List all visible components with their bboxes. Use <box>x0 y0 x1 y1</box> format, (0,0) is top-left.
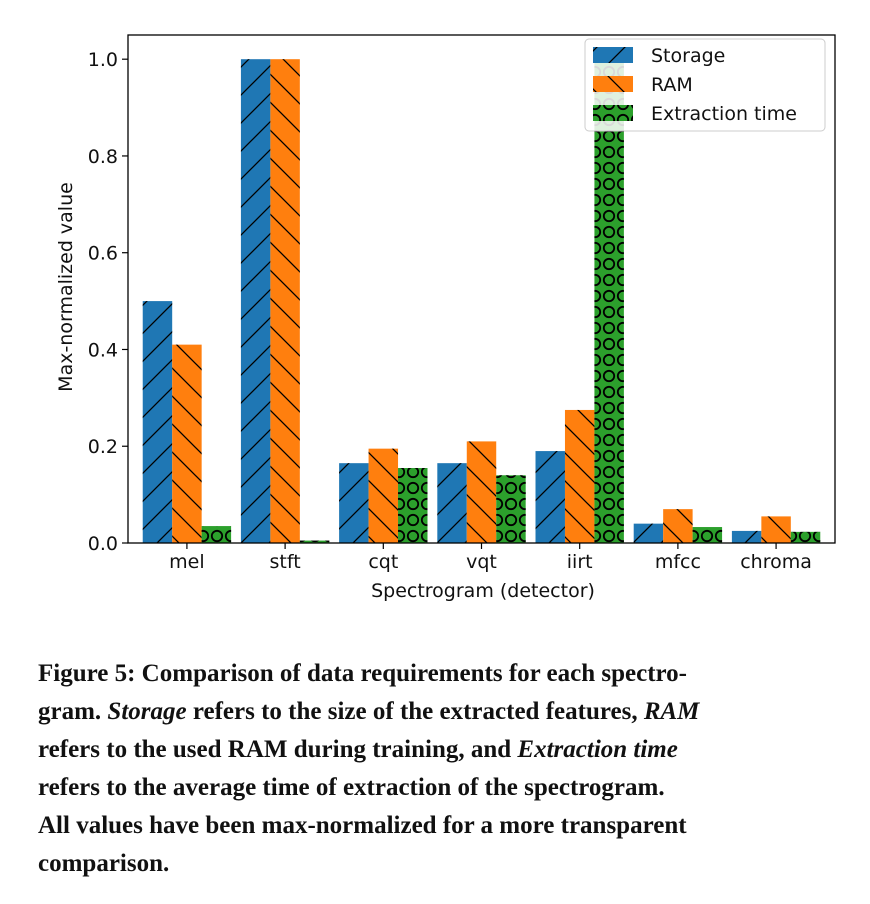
x-tick-label-iirt: iirt <box>567 551 593 573</box>
bar-hatch-stft-2 <box>299 540 330 543</box>
caption-segment: Figure 5: Comparison of data requirement… <box>38 660 687 687</box>
bar-hatch-stft-0 <box>240 59 271 543</box>
bar-hatch-chroma-1 <box>761 516 791 543</box>
bar-hatch-vqt-1 <box>466 441 497 543</box>
bar-hatch-iirt-2 <box>594 59 624 543</box>
caption-segment: RAM <box>643 698 700 725</box>
bar-hatch-vqt-2 <box>496 475 526 543</box>
caption-line: All values have been max-normalized for … <box>38 807 858 845</box>
caption-segment: refers to the used RAM during training, … <box>38 736 518 763</box>
caption-line: gram. Storage refers to the size of the … <box>38 693 858 731</box>
bar-hatch-mfcc-2 <box>692 527 723 543</box>
bar-hatch-cqt-1 <box>368 448 399 543</box>
legend-swatch-hatch-2 <box>593 105 633 121</box>
bar-hatch-stft-1 <box>270 59 300 543</box>
caption-segment: Extraction time <box>517 736 678 763</box>
bar-hatch-chroma-2 <box>790 531 821 543</box>
bar-hatch-vqt-0 <box>437 463 467 543</box>
legend-label-0: Storage <box>651 45 725 67</box>
caption-line: refers to the average time of extraction… <box>38 769 858 807</box>
bar-hatch-mel-0 <box>142 301 173 543</box>
legend-label-1: RAM <box>651 74 693 96</box>
caption-segment: All values have been max-normalized for … <box>38 812 687 839</box>
bar-hatch-cqt-2 <box>398 468 428 543</box>
legend-swatch-hatch-0 <box>593 47 633 63</box>
y-tick-label: 0.0 <box>88 533 118 555</box>
x-tick-label-chroma: chroma <box>740 551 812 573</box>
x-tick-label-mel: mel <box>169 551 204 573</box>
legend-label-2: Extraction time <box>651 103 797 125</box>
y-tick-label: 0.2 <box>88 436 118 458</box>
legend-swatch-hatch-1 <box>593 76 633 92</box>
bar-hatch-cqt-0 <box>339 463 369 543</box>
caption-line: comparison. <box>38 845 858 883</box>
bar-hatch-chroma-0 <box>731 530 762 543</box>
bar-hatch-iirt-1 <box>564 409 595 543</box>
x-tick-label-cqt: cqt <box>368 551 398 573</box>
caption-segment: refers to the size of the extracted feat… <box>186 698 644 725</box>
caption-segment: comparison. <box>38 850 170 877</box>
bar-hatch-iirt-0 <box>535 451 565 543</box>
caption-line: refers to the used RAM during training, … <box>38 731 858 769</box>
caption-segment: Storage <box>107 698 187 725</box>
plot-area: mel stft cqt vqt iirt mfcc chroma 0.0 0.2 0.4 0.6 0… <box>88 34 836 573</box>
x-tick-label-mfcc: mfcc <box>655 551 701 573</box>
plot-frame <box>127 34 836 544</box>
y-tick-label: 1.0 <box>88 49 118 71</box>
bar-hatch-mfcc-1 <box>663 509 693 543</box>
caption-segment: gram. <box>38 698 108 725</box>
y-tick-label: 0.8 <box>88 146 118 168</box>
y-tick-label: 0.4 <box>88 339 118 361</box>
legend-box <box>584 38 826 132</box>
bar-chart: mel stft cqt vqt iirt mfcc chroma 0.0 0.2 0.4 0.6 0… <box>55 34 836 602</box>
caption-segment: refers to the average time of extraction… <box>38 774 665 801</box>
y-tick-label: 0.6 <box>88 243 118 265</box>
bar-hatch-mel-2 <box>201 526 232 543</box>
figure-caption: Figure 5: Comparison of data requirement… <box>38 655 858 883</box>
bar-hatch-mfcc-0 <box>633 523 664 543</box>
y-axis-label: Max-normalized value <box>55 182 77 392</box>
x-tick-label-stft: stft <box>270 551 301 573</box>
x-tick-label-vqt: vqt <box>466 551 497 573</box>
caption-line: Figure 5: Comparison of data requirement… <box>38 655 858 693</box>
x-axis-label: Spectrogram (detector) <box>371 580 595 602</box>
bar-hatch-mel-1 <box>172 344 202 543</box>
